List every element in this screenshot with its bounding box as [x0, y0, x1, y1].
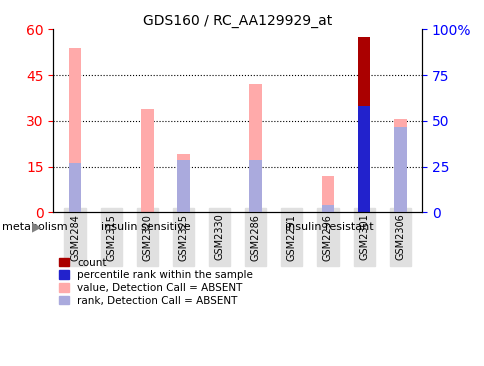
Bar — [357, 37, 370, 212]
Text: metabolism: metabolism — [2, 221, 68, 232]
Bar — [249, 160, 261, 212]
Bar — [357, 105, 370, 212]
Text: ▶: ▶ — [31, 220, 41, 233]
Bar — [393, 127, 406, 212]
Bar — [141, 109, 153, 212]
Bar — [177, 154, 189, 212]
Text: insulin resistant: insulin resistant — [285, 221, 373, 232]
Bar — [393, 119, 406, 212]
Text: insulin sensitive: insulin sensitive — [101, 221, 190, 232]
Bar — [69, 48, 81, 212]
Bar — [249, 84, 261, 212]
Bar — [177, 160, 189, 212]
Bar — [321, 176, 333, 212]
Legend: count, percentile rank within the sample, value, Detection Call = ABSENT, rank, : count, percentile rank within the sample… — [59, 258, 253, 306]
Bar — [69, 164, 81, 212]
Title: GDS160 / RC_AA129929_at: GDS160 / RC_AA129929_at — [143, 14, 332, 28]
Bar — [321, 205, 333, 212]
